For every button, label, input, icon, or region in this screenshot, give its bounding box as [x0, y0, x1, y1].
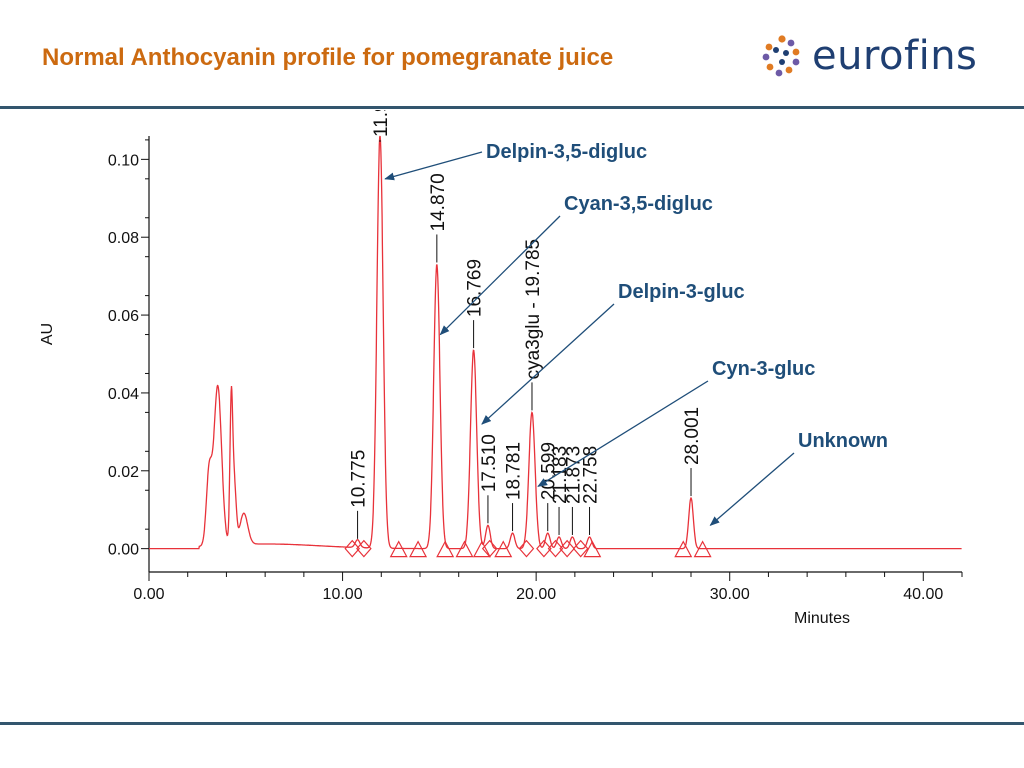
eurofins-dots-logo-icon [762, 35, 800, 77]
peak-retention-label: 22.758 [581, 446, 602, 504]
x-tick-label: 0.00 [133, 586, 164, 603]
x-tick-label: 20.00 [516, 586, 556, 603]
chromatogram-trace [149, 135, 962, 550]
x-axis-title: Minutes [794, 610, 850, 627]
x-tick-label: 30.00 [710, 586, 750, 603]
peak-end-marker [536, 539, 552, 558]
logo-text: eurofins [812, 33, 978, 79]
peak-retention-label: 11.934 [371, 110, 392, 137]
peak-end-marker [344, 539, 361, 558]
y-tick-label: 0.00 [108, 542, 139, 559]
annotation-arrow [384, 151, 483, 181]
y-tick-label: 0.08 [108, 230, 139, 247]
chart-axes: 0.00 0.02 0.04 0.06 0.08 0.10 0.00 10.00 20.00 30… [108, 136, 963, 603]
peak-start-marker [693, 540, 712, 558]
peak-retention-label: 17.510 [479, 434, 500, 492]
x-tick-label: 40.00 [903, 586, 943, 603]
peak-retention-label: 21.183 [550, 446, 571, 504]
annotation-arrow [709, 452, 795, 526]
peak-start-marker [389, 540, 408, 558]
annotation-label: Delpin-3-gluc [618, 281, 745, 303]
peak-retention-label: 28.001 [682, 407, 703, 465]
annotation-label: Cyan-3,5-digluc [564, 193, 713, 215]
peak-end-marker [547, 539, 564, 558]
peak-start-marker [455, 540, 474, 558]
annotation-arrow [481, 303, 615, 425]
annotation-arrow [439, 215, 561, 336]
peak-start-marker [583, 540, 602, 558]
y-tick-label: 0.04 [108, 386, 139, 403]
y-axis-title: AU [39, 323, 56, 345]
integration-markers [344, 539, 712, 558]
peak-end-marker [481, 539, 498, 558]
peak-retention-label: 16.769 [465, 259, 486, 317]
peak-retention-label: cya3glu - 19.785 [523, 239, 544, 380]
header-divider [0, 106, 1024, 109]
peak-end-marker [559, 539, 575, 558]
peak-start-marker [436, 540, 455, 558]
annotation-arrow [537, 380, 709, 487]
chromatogram-line [149, 135, 962, 550]
slide-title: Normal Anthocyanin profile for pomegrana… [42, 44, 614, 71]
peak-start-marker [409, 540, 428, 558]
peak-start-marker [674, 540, 693, 558]
peak-end-marker [356, 539, 372, 558]
peak-start-marker [472, 540, 491, 558]
peak-retention-label: 14.870 [428, 173, 449, 231]
chromatogram-chart: 0.00 0.02 0.04 0.06 0.08 0.10 0.00 10.00 20.00 30… [39, 110, 963, 627]
annotation-label: Unknown [798, 430, 888, 452]
x-tick-label: 10.00 [323, 586, 363, 603]
y-tick-label: 0.06 [108, 308, 139, 325]
peak-retention-label: 18.781 [504, 442, 525, 500]
y-tick-label: 0.10 [108, 152, 139, 169]
peak-end-marker [518, 539, 535, 558]
annotation-label: Delpin-3,5-digluc [486, 141, 647, 163]
annotation-label: Cyn-3-gluc [712, 358, 815, 380]
peak-end-marker [572, 539, 589, 558]
peak-start-marker [494, 540, 513, 558]
eurofins-logo: eurofins [760, 32, 977, 80]
y-tick-label: 0.02 [108, 464, 139, 481]
compound-annotations: Delpin-3,5-digluc Cyan-3,5-digluc Delpin-3… [384, 141, 888, 526]
footer-divider [0, 722, 1024, 725]
peak-retention-label: 10.775 [349, 450, 370, 508]
